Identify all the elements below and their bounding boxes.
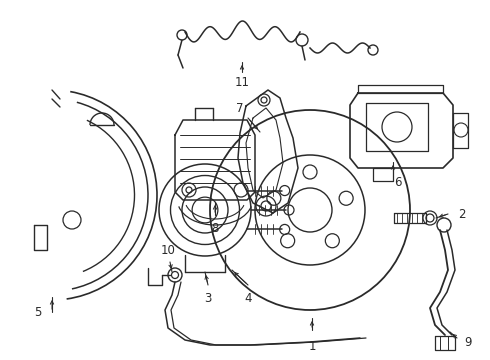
Text: 8: 8 (211, 221, 219, 234)
Text: 11: 11 (235, 76, 249, 89)
Text: 7: 7 (236, 102, 244, 114)
Text: 3: 3 (204, 292, 212, 305)
Text: 2: 2 (458, 207, 466, 220)
Text: 10: 10 (161, 243, 175, 256)
Text: 6: 6 (394, 175, 402, 189)
Text: 9: 9 (464, 336, 472, 348)
Text: 5: 5 (34, 306, 42, 319)
Text: 1: 1 (308, 339, 316, 352)
Text: 4: 4 (244, 292, 252, 305)
